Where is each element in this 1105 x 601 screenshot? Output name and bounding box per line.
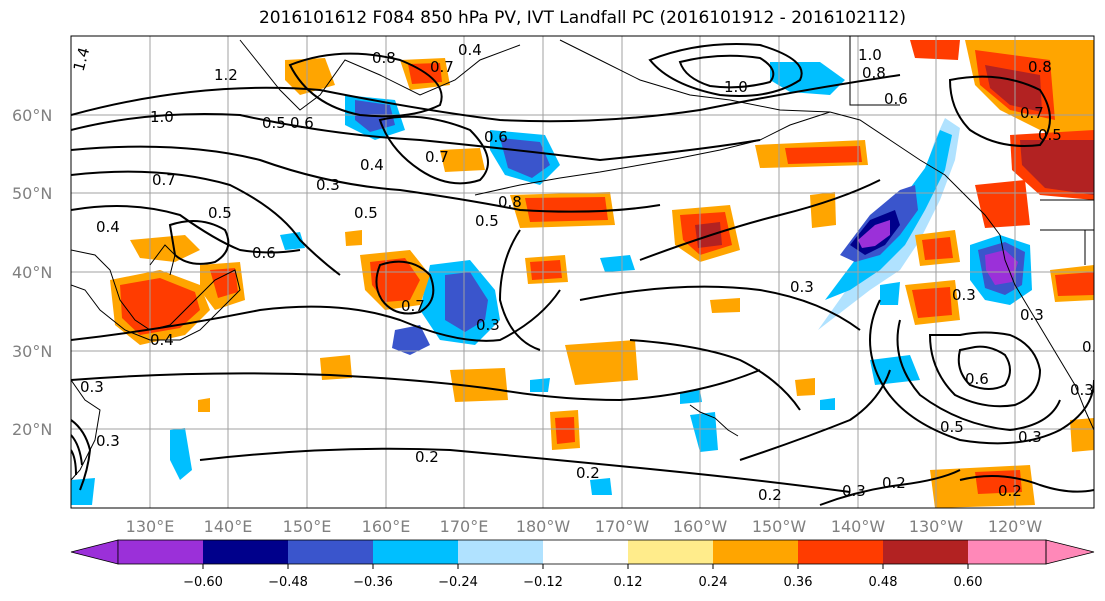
svg-text:0.6: 0.6	[252, 244, 276, 262]
svg-text:0.5: 0.5	[475, 212, 499, 230]
svg-text:0.48: 0.48	[869, 575, 898, 590]
svg-text:140°E: 140°E	[204, 517, 253, 536]
svg-text:50°N: 50°N	[12, 184, 52, 203]
pv-contours	[71, 43, 1094, 506]
colorbar-segment	[713, 540, 798, 564]
colorbar-segment	[118, 540, 203, 564]
svg-text:160°W: 160°W	[673, 517, 728, 536]
svg-text:−0.36: −0.36	[353, 575, 393, 590]
svg-text:0.8: 0.8	[372, 49, 396, 67]
colorbar-segment	[543, 540, 628, 564]
svg-text:1.2: 1.2	[214, 66, 238, 84]
svg-text:0.36: 0.36	[784, 575, 813, 590]
svg-text:0.3: 0.3	[842, 482, 866, 500]
svg-text:0.4: 0.4	[96, 218, 120, 236]
svg-text:0.4: 0.4	[458, 41, 482, 59]
svg-text:0.5: 0.5	[1038, 126, 1062, 144]
colorbar-segment	[288, 540, 373, 564]
svg-text:1.0: 1.0	[150, 108, 174, 126]
latitude-labels: 60°N 50°N 40°N 30°N 20°N	[12, 106, 52, 439]
svg-text:0.8: 0.8	[862, 64, 886, 82]
map-title: 2016101612 F084 850 hPa PV, IVT Landfall…	[258, 8, 906, 28]
svg-text:20°N: 20°N	[12, 420, 52, 439]
svg-text:0.3: 0.3	[790, 278, 814, 296]
svg-text:−0.24: −0.24	[438, 575, 478, 590]
svg-text:0.5: 0.5	[940, 418, 964, 436]
svg-text:0.5: 0.5	[262, 114, 286, 132]
svg-text:0.24: 0.24	[699, 575, 728, 590]
colorbar-ticks	[202, 564, 969, 569]
colorbar-segment	[883, 540, 968, 564]
svg-text:0.2: 0.2	[758, 486, 782, 504]
longitude-labels: 130°E 140°E 150°E 160°E 170°E 180°W 170°…	[126, 517, 1043, 536]
svg-text:0.3: 0.3	[476, 316, 500, 334]
svg-text:0.60: 0.60	[954, 575, 983, 590]
svg-text:150°E: 150°E	[283, 517, 332, 536]
svg-text:0.3: 0.3	[316, 176, 340, 194]
colorbar-arrow-high	[1045, 539, 1095, 565]
svg-text:0.3: 0.3	[952, 286, 976, 304]
svg-text:0.4: 0.4	[360, 156, 384, 174]
colorbar-segment	[968, 540, 1046, 564]
map-frame	[70, 35, 1095, 509]
svg-text:0.5: 0.5	[354, 204, 378, 222]
map-content: 1.4 1.2 1.0 0.7 0.4 0.5 0.6 0.3 0.4 0.8 …	[70, 36, 1105, 508]
svg-text:140°W: 140°W	[831, 517, 886, 536]
svg-text:40°N: 40°N	[12, 263, 52, 282]
svg-text:0.3: 0.3	[1018, 428, 1042, 446]
svg-text:0.8: 0.8	[498, 193, 522, 211]
svg-text:160°E: 160°E	[362, 517, 411, 536]
svg-text:30°N: 30°N	[12, 342, 52, 361]
svg-text:130°E: 130°E	[126, 517, 175, 536]
svg-text:130°W: 130°W	[909, 517, 964, 536]
svg-text:−0.48: −0.48	[268, 575, 308, 590]
svg-text:1.4: 1.4	[70, 45, 94, 73]
svg-text:0.8: 0.8	[1028, 58, 1052, 76]
svg-text:0.6: 0.6	[884, 90, 908, 108]
svg-text:−0.60: −0.60	[183, 575, 223, 590]
anomaly-shading	[71, 40, 1094, 508]
svg-text:0.5: 0.5	[208, 204, 232, 222]
svg-text:120°W: 120°W	[988, 517, 1043, 536]
svg-text:0.3: 0.3	[1020, 306, 1044, 324]
svg-text:170°W: 170°W	[595, 517, 650, 536]
svg-text:0.3: 0.3	[1070, 381, 1094, 399]
svg-text:0.2: 0.2	[415, 448, 439, 466]
svg-text:60°N: 60°N	[12, 106, 52, 125]
svg-text:0.12: 0.12	[614, 575, 643, 590]
colorbar-arrow-low	[70, 539, 119, 565]
svg-text:0.2: 0.2	[882, 474, 906, 492]
svg-text:0.7: 0.7	[152, 171, 176, 189]
colorbar-segment	[203, 540, 288, 564]
svg-text:0.2: 0.2	[998, 482, 1022, 500]
svg-text:170°E: 170°E	[440, 517, 489, 536]
contour-labels: 1.4 1.2 1.0 0.7 0.4 0.5 0.6 0.3 0.4 0.8 …	[70, 41, 1105, 504]
svg-text:0.7: 0.7	[1020, 104, 1044, 122]
svg-text:0.2: 0.2	[576, 464, 600, 482]
svg-text:0.7: 0.7	[425, 148, 449, 166]
svg-text:0.7: 0.7	[401, 297, 425, 315]
svg-text:150°W: 150°W	[752, 517, 807, 536]
svg-text:0.6: 0.6	[1082, 338, 1105, 356]
colorbar-segment	[798, 540, 883, 564]
svg-text:0.3: 0.3	[80, 378, 104, 396]
svg-text:0.6: 0.6	[484, 128, 508, 146]
coastlines	[71, 36, 1094, 481]
svg-text:0.3: 0.3	[96, 432, 120, 450]
svg-text:0.6: 0.6	[290, 114, 314, 132]
colorbar-segment	[458, 540, 543, 564]
svg-text:0.7: 0.7	[430, 58, 454, 76]
svg-text:180°W: 180°W	[516, 517, 571, 536]
svg-text:1.0: 1.0	[858, 46, 882, 64]
svg-text:−0.12: −0.12	[523, 575, 563, 590]
svg-text:1.0: 1.0	[724, 78, 748, 96]
svg-text:0.4: 0.4	[150, 331, 174, 349]
colorbar: −0.60 −0.48 −0.36 −0.24 −0.12 0.12 0.24 …	[70, 539, 1095, 590]
colorbar-tick-labels: −0.60 −0.48 −0.36 −0.24 −0.12 0.12 0.24 …	[183, 575, 982, 590]
svg-text:0.6: 0.6	[965, 370, 989, 388]
colorbar-segment	[373, 540, 458, 564]
colorbar-segment	[628, 540, 713, 564]
